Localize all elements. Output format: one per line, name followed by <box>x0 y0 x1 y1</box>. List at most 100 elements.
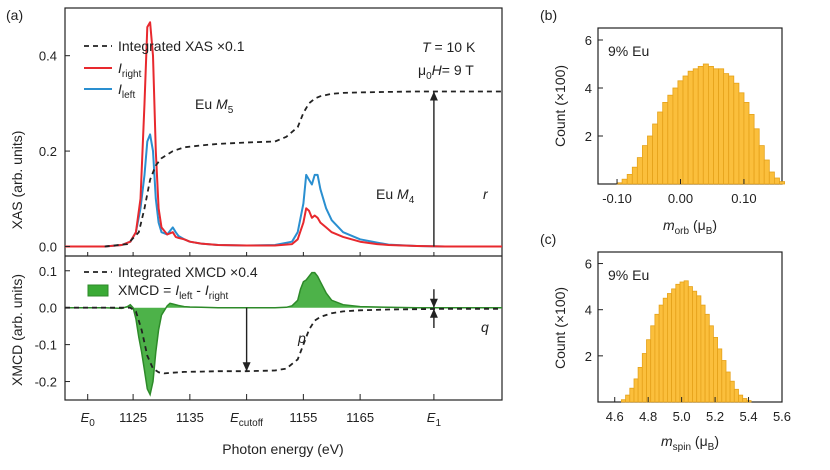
x-tick-label: Ecutoff <box>230 410 263 429</box>
histogram-bar <box>652 123 659 185</box>
histogram-bar <box>733 82 740 185</box>
hist-x-tick-label: 0.10 <box>731 191 756 206</box>
hist-y-tick-label: 4 <box>585 303 592 318</box>
histogram-bar <box>702 63 709 185</box>
xmcd-line <box>65 271 502 397</box>
histogram-bar <box>679 281 685 403</box>
panel-a-frame <box>64 7 503 401</box>
hist-x-tick-label: 0.00 <box>668 191 693 206</box>
x-axis-label: Photon energy (eV) <box>222 441 343 457</box>
panel-b-x-label: morb (μB) <box>663 217 717 237</box>
histogram-bar <box>721 360 727 403</box>
histogram-bar <box>672 87 679 185</box>
histogram-bar <box>646 339 652 403</box>
panel-a-label: (a) <box>6 7 23 23</box>
histogram-bar <box>621 178 628 185</box>
histogram-bar <box>763 159 770 185</box>
panel-c-y-label: Count (×100) <box>552 287 568 369</box>
integrated-xmcd-line <box>65 306 502 375</box>
panel-c-label: (c) <box>540 231 556 247</box>
xas-y-axis-label: XAS (arb. units) <box>9 131 25 230</box>
histogram-bar <box>779 181 785 185</box>
hist-x-tick-label: 4.8 <box>639 409 657 424</box>
xas-series-right <box>65 21 502 248</box>
histogram-bar <box>654 313 660 403</box>
xmcd-y-tick-label: 0.0 <box>39 301 57 316</box>
q-arrow-up-head <box>429 308 438 318</box>
xas-plot: 0.0 0.2 0.4 <box>39 21 502 254</box>
histogram-bar <box>725 371 731 403</box>
histogram-bar <box>748 114 755 185</box>
panel-c-x-label: mspin (μB) <box>661 433 719 453</box>
x-tick-label: 1165 <box>346 410 374 425</box>
panel-a: (a) 0.00.20.4 0.10.0-0.1-0.2 E0 1125 1135 E… <box>6 7 503 457</box>
histogram-bar <box>687 286 693 403</box>
legend-i-right: Iright <box>118 60 142 80</box>
x-tick-label: 1125 <box>119 410 147 425</box>
histogram-bar <box>708 66 714 185</box>
legend-integrated-xas: Integrated XAS ×0.1 <box>118 38 245 54</box>
histogram-bar <box>621 399 627 403</box>
histogram-bar <box>738 92 745 185</box>
histogram-bar <box>658 304 664 403</box>
panel-c: (c) 4.6 4.8 5.0 5.2 5.4 5.6 2 4 6 9% Eu Count (×… <box>540 231 791 453</box>
histogram-bar <box>687 70 694 185</box>
histogram-bar <box>768 171 775 185</box>
temperature-annotation: T = 10 K <box>422 39 476 55</box>
x-tick-label: 1135 <box>176 410 204 425</box>
histogram-bar <box>713 68 719 185</box>
histogram-bar <box>667 94 674 185</box>
histogram-bar <box>723 73 730 185</box>
histogram-bar <box>636 157 643 185</box>
histogram-bar <box>758 145 765 185</box>
xas-legend: Integrated XAS ×0.1 Iright Ileft <box>84 38 245 101</box>
x-tick-label: E0 <box>81 410 96 429</box>
histogram-bar <box>626 173 633 185</box>
xmcd-fill <box>65 272 502 395</box>
histogram-bar <box>675 283 681 403</box>
xmcd-y-axis-label: XMCD (arb. units) <box>9 274 25 386</box>
histogram-bar <box>657 111 664 185</box>
histogram-bar <box>738 394 744 403</box>
histogram-bar <box>631 166 638 185</box>
histogram-bar <box>692 68 699 185</box>
xas-y-tick-label: 0.2 <box>39 144 57 159</box>
legend-xmcd-swatch <box>87 284 109 297</box>
hist-y-tick-label: 6 <box>585 33 592 48</box>
p-label: p <box>297 330 306 346</box>
legend-integrated-xmcd: Integrated XMCD ×0.4 <box>118 264 258 280</box>
r-label: r <box>483 186 489 202</box>
histogram-bar <box>616 182 623 185</box>
legend-i-left: Ileft <box>118 81 135 101</box>
q-arrow-down-head <box>429 298 438 308</box>
histogram-bar <box>729 380 735 403</box>
field-annotation: μ0H= 9 T <box>418 62 474 82</box>
histogram-bar <box>708 325 714 403</box>
histogram-bar <box>667 293 673 403</box>
xmcd-plot: 0.1 0.0 -0.1 -0.2 <box>35 264 502 397</box>
spin-histogram: 4.6 4.8 5.0 5.2 5.4 5.6 2 4 6 <box>585 257 791 424</box>
xas-series-left <box>65 133 502 248</box>
histogram-bar <box>647 135 653 185</box>
hist-x-tick-label: 4.6 <box>606 409 624 424</box>
xas-y-tick-label: 0.0 <box>39 239 57 254</box>
histogram-bar <box>641 353 647 403</box>
histogram-bar <box>696 295 702 403</box>
hist-x-tick-label: 5.0 <box>673 409 691 424</box>
histogram-bar <box>650 325 656 403</box>
eu-m4-label: Eu M4 <box>376 186 415 206</box>
panel-b-y-label: Count (×100) <box>552 65 568 147</box>
hist-x-tick-label: -0.10 <box>602 191 632 206</box>
xmcd-y-tick-label: 0.1 <box>39 264 57 279</box>
eu-m5-label: Eu M5 <box>195 96 234 116</box>
xmcd-y-tick-label: -0.2 <box>35 375 57 390</box>
orb-histogram: -0.10 0.00 0.10 2 4 6 <box>585 33 785 206</box>
hist-y-tick-label: 2 <box>585 129 592 144</box>
histogram-bar <box>683 280 689 403</box>
p-arrow-head <box>242 362 251 372</box>
histogram-bar <box>677 80 684 185</box>
hist-y-tick-label: 6 <box>585 257 592 272</box>
histogram-bar <box>717 348 723 403</box>
